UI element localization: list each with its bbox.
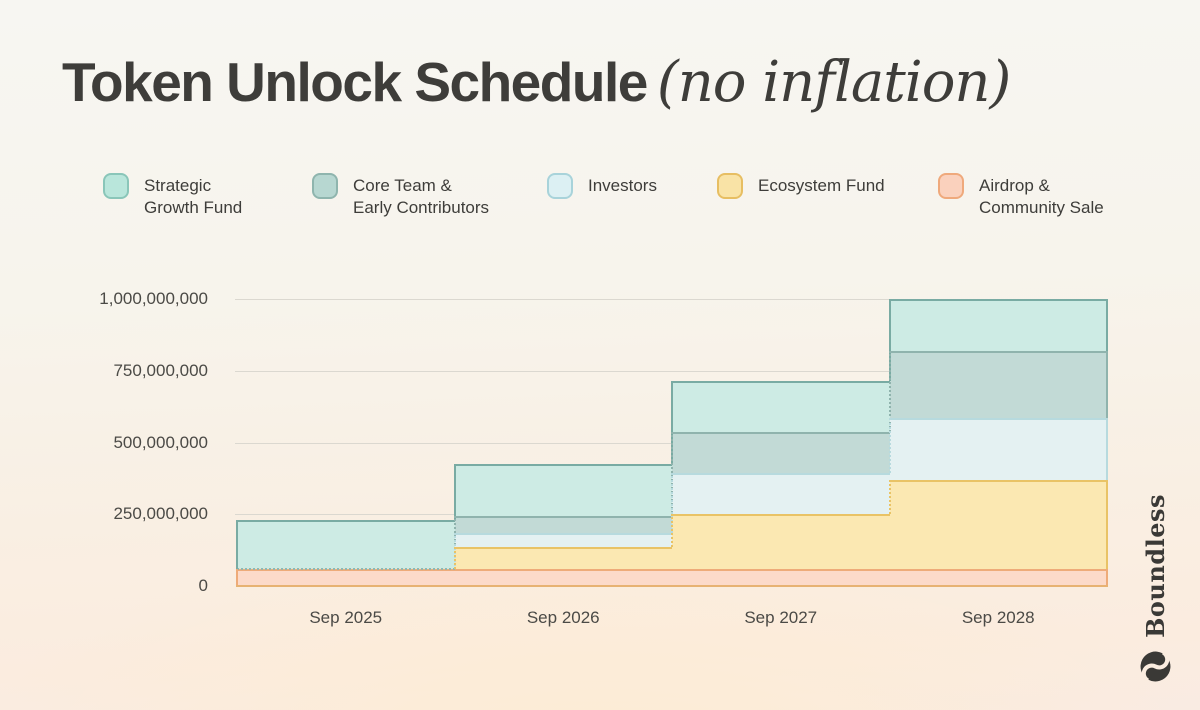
legend-label-line: Strategic xyxy=(144,176,212,195)
legend-label-line: Growth Fund xyxy=(144,198,243,217)
area-segment-airdrop xyxy=(454,568,672,586)
area-step-edge-investors xyxy=(888,418,891,473)
legend-label-line: Early Contributors xyxy=(353,198,490,217)
area-step-edge-ecosystem xyxy=(888,479,891,515)
area-step-edge-strategic xyxy=(1106,299,1108,351)
area-segment-strategic xyxy=(237,519,455,569)
legend-label-line: Airdrop & xyxy=(979,176,1050,195)
area-step-edge-investors xyxy=(1106,418,1108,480)
area-segment-core xyxy=(454,515,672,533)
legend-label-line: Investors xyxy=(588,176,657,195)
legend-item-investors: Investors xyxy=(547,173,657,199)
legend-label-line: Core Team & xyxy=(353,176,452,195)
area-segment-investors xyxy=(672,472,890,515)
legend-label-investors: Investors xyxy=(588,175,657,199)
legend-item-core: Core Team & Early Contributors xyxy=(312,173,489,219)
y-axis-tick-label: 750,000,000 xyxy=(113,360,208,380)
legend-swatch-ecosystem xyxy=(717,173,743,199)
legend-item-strategic: Strategic Growth Fund xyxy=(103,173,242,219)
area-step-edge-ecosystem xyxy=(453,547,456,569)
gridline xyxy=(235,299,1108,300)
area-step-edge-ecosystem xyxy=(671,514,673,548)
legend-label-line: Community Sale xyxy=(979,198,1104,217)
area-step-edge-core xyxy=(888,350,891,433)
x-axis-tick-label: Sep 2028 xyxy=(961,608,1035,627)
gridline xyxy=(235,370,1108,372)
legend-swatch-strategic xyxy=(103,173,129,199)
x-axis-baseline xyxy=(236,585,1108,587)
area-segment-ecosystem xyxy=(889,479,1107,569)
area-step-edge-core xyxy=(1106,350,1108,419)
area-step-edge-strategic xyxy=(453,464,456,520)
area-segment-strategic xyxy=(672,380,890,433)
area-segment-airdrop xyxy=(237,568,455,586)
area-step-edge-strategic xyxy=(671,380,673,464)
page-title-main: Token Unlock Schedule xyxy=(62,51,648,113)
brand-wordmark: Boundless xyxy=(1141,494,1170,638)
area-segment-ecosystem xyxy=(454,547,672,569)
area-segment-strategic xyxy=(889,299,1107,351)
legend-label-strategic: Strategic Growth Fund xyxy=(144,175,242,219)
area-step-edge-airdrop xyxy=(236,568,238,586)
brand-lockup: Boundless xyxy=(1139,494,1172,688)
area-step-edge-strategic xyxy=(236,519,238,569)
collapsed-series-dotted-edge xyxy=(237,567,455,570)
area-step-edge-strategic xyxy=(888,299,891,381)
area-segment-core xyxy=(889,350,1107,419)
area-step-edge-investors xyxy=(671,472,673,533)
legend-item-airdrop: Airdrop & Community Sale xyxy=(938,173,1104,219)
area-step-edge-airdrop xyxy=(1106,568,1108,586)
area-segment-strategic xyxy=(454,464,672,516)
legend-label-line: Ecosystem Fund xyxy=(758,176,885,195)
area-segment-investors xyxy=(889,418,1107,480)
boundless-swirl-icon xyxy=(1139,650,1172,688)
legend-swatch-airdrop xyxy=(938,173,964,199)
area-segment-core xyxy=(672,432,890,473)
area-segment-ecosystem xyxy=(672,514,890,569)
area-segment-investors xyxy=(454,532,672,548)
page-title-suffix: (no inflation) xyxy=(656,50,1011,115)
legend-item-ecosystem: Ecosystem Fund xyxy=(717,173,885,199)
y-axis-tick-label: 0 xyxy=(198,576,208,595)
area-segment-airdrop xyxy=(889,568,1107,586)
area-segment-airdrop xyxy=(672,568,890,586)
x-axis-tick-label: Sep 2026 xyxy=(526,608,600,627)
legend-label-core: Core Team & Early Contributors xyxy=(353,175,489,219)
legend-label-ecosystem: Ecosystem Fund xyxy=(758,175,885,199)
legend-swatch-investors xyxy=(547,173,573,199)
legend-label-airdrop: Airdrop & Community Sale xyxy=(979,175,1104,219)
x-axis-tick-label: Sep 2027 xyxy=(744,608,818,627)
x-axis-tick-label: Sep 2025 xyxy=(309,608,383,627)
y-axis-tick-label: 250,000,000 xyxy=(113,504,208,524)
y-axis-tick-label: 1,000,000,000 xyxy=(99,289,208,308)
page-title: Token Unlock Schedule (no inflation) xyxy=(62,50,1011,115)
legend-swatch-core xyxy=(312,173,338,199)
area-step-edge-ecosystem xyxy=(1106,479,1108,569)
y-axis-tick-label: 500,000,000 xyxy=(113,432,208,452)
